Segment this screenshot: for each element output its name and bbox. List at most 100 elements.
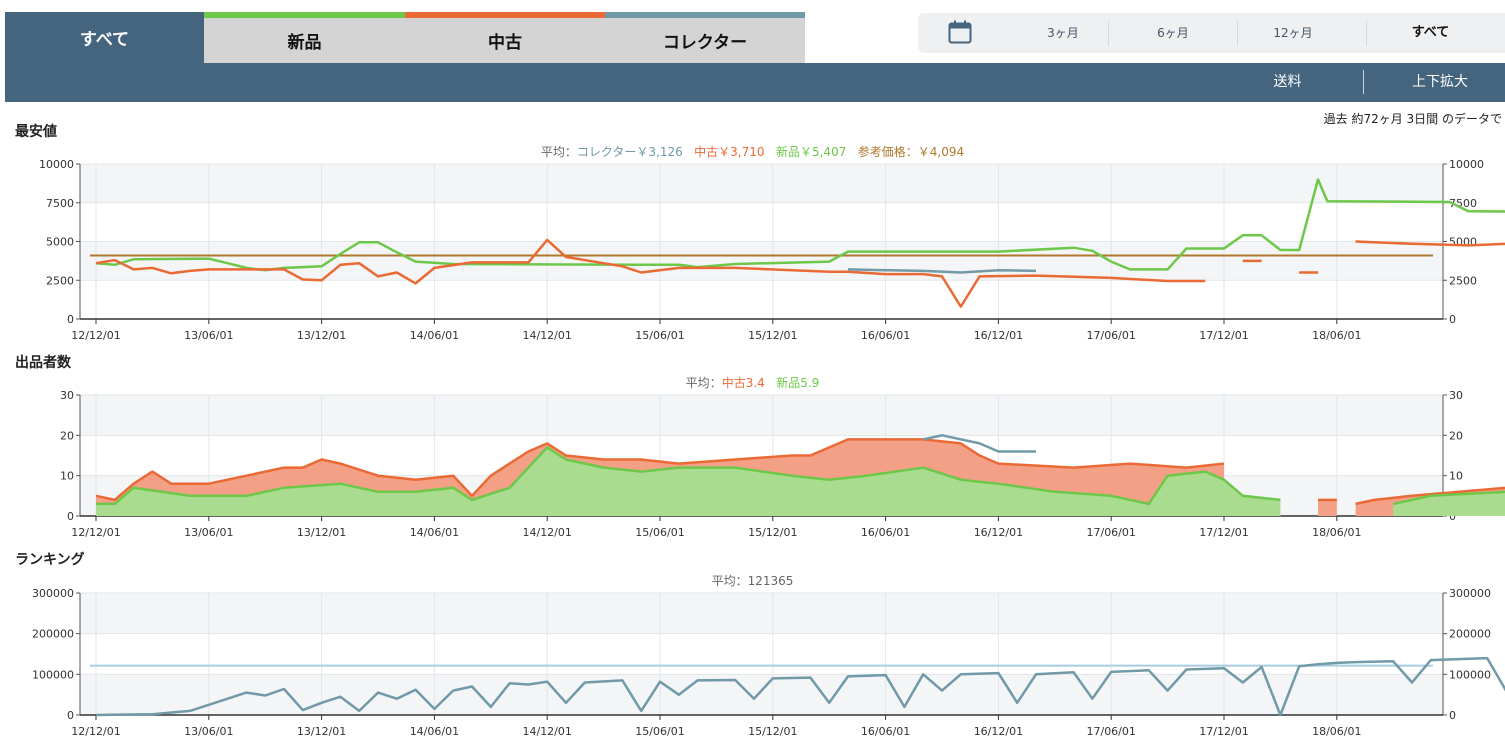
range-6-months[interactable]: 6ヶ月 xyxy=(1157,26,1189,40)
y-tick-label-left: 20 xyxy=(60,429,74,442)
x-tick-label: 16/12/01 xyxy=(974,329,1023,342)
y-tick-label-left: 5000 xyxy=(46,236,74,249)
plot-band xyxy=(80,593,1443,634)
tab-used[interactable]: 中古 xyxy=(405,12,605,63)
price-averages: 平均：コレクター￥3,126 中古￥3,710 新品￥5,407 参考価格：￥4… xyxy=(0,143,1505,160)
y-tick-label-left: 2500 xyxy=(46,274,74,287)
range-3-months[interactable]: 3ヶ月 xyxy=(1047,26,1079,40)
tab-collector[interactable]: コレクター xyxy=(605,12,805,63)
plot-band xyxy=(80,241,1443,281)
range-divider xyxy=(1366,21,1367,46)
shipping-button[interactable]: 送料 xyxy=(1273,74,1302,90)
x-tick-label: 15/06/01 xyxy=(635,329,684,342)
x-tick-label: 14/12/01 xyxy=(522,725,571,738)
x-tick-label: 17/06/01 xyxy=(1086,725,1135,738)
y-tick-label-right: 0 xyxy=(1449,313,1456,326)
average-reference: 参考価格：￥4,094 xyxy=(857,145,965,159)
x-tick-label: 15/12/01 xyxy=(748,526,797,539)
y-tick-label-right: 0 xyxy=(1449,510,1456,523)
series-line-中古 xyxy=(95,238,1206,308)
average-collector: コレクター￥3,126 xyxy=(576,145,683,159)
y-tick-label-right: 300000 xyxy=(1449,587,1491,600)
range-divider xyxy=(1237,21,1238,46)
y-tick-label-right: 10000 xyxy=(1449,158,1484,171)
y-tick-label-right: 30 xyxy=(1449,389,1463,402)
average-ranking: 121365 xyxy=(747,574,794,588)
bar-divider xyxy=(1363,70,1364,94)
y-tick-label-right: 5000 xyxy=(1449,236,1477,249)
series-area-中古 xyxy=(1318,499,1337,516)
y-tick-label-left: 300000 xyxy=(32,587,74,600)
x-tick-label: 14/06/01 xyxy=(410,526,459,539)
x-tick-label: 17/12/01 xyxy=(1199,526,1248,539)
y-tick-label-left: 7500 xyxy=(46,197,74,210)
y-tick-label-left: 0 xyxy=(67,709,74,722)
y-tick-label-left: 30 xyxy=(60,389,74,402)
y-tick-label-left: 10000 xyxy=(39,158,74,171)
average-new: 新品5.9 xyxy=(776,376,820,390)
x-tick-label: 15/06/01 xyxy=(635,725,684,738)
y-tick-label-right: 2500 xyxy=(1449,274,1477,287)
ranking-averages: 平均：121365 xyxy=(0,572,1505,589)
x-tick-label: 16/06/01 xyxy=(861,526,910,539)
x-tick-label: 15/06/01 xyxy=(635,526,684,539)
x-tick-label: 16/12/01 xyxy=(974,526,1023,539)
x-tick-label: 13/06/01 xyxy=(184,329,233,342)
average-used: 中古￥3,710 xyxy=(694,145,765,159)
x-tick-label: 14/06/01 xyxy=(410,329,459,342)
calendar-icon[interactable] xyxy=(948,20,972,48)
x-tick-label: 16/12/01 xyxy=(974,725,1023,738)
y-tick-label-left: 200000 xyxy=(32,628,74,641)
series-line-新品 xyxy=(95,178,1505,272)
series-line-新品 xyxy=(96,446,1281,506)
sellers-averages: 平均：中古3.4 新品5.9 xyxy=(0,374,1505,391)
x-tick-label: 17/06/01 xyxy=(1086,329,1135,342)
x-tick-label: 13/12/01 xyxy=(297,329,346,342)
series-line-コレクター xyxy=(922,434,1036,453)
plot-band xyxy=(80,395,1443,436)
range-12-months[interactable]: 12ヶ月 xyxy=(1273,26,1313,40)
x-tick-label: 15/12/01 xyxy=(748,329,797,342)
seller-type-tabs: すべて 新品 中古 コレクター xyxy=(5,12,805,63)
x-tick-label: 12/12/01 xyxy=(71,725,120,738)
x-tick-label: 15/12/01 xyxy=(748,725,797,738)
period-text: 過去 約72ヶ月 3日間 のデータで xyxy=(1323,112,1502,126)
x-tick-label: 17/06/01 xyxy=(1086,526,1135,539)
x-tick-label: 14/06/01 xyxy=(410,725,459,738)
y-tick-label-right: 0 xyxy=(1449,709,1456,722)
series-line-ランキング xyxy=(95,656,1505,717)
x-tick-label: 16/06/01 xyxy=(861,725,910,738)
x-tick-label: 12/12/01 xyxy=(71,329,120,342)
x-tick-label: 18/06/01 xyxy=(1312,725,1361,738)
x-tick-label: 18/06/01 xyxy=(1312,526,1361,539)
x-tick-label: 17/12/01 xyxy=(1199,725,1248,738)
average-new: 新品￥5,407 xyxy=(775,145,847,159)
series-area-新品 xyxy=(96,447,1281,516)
range-selector: 3ヶ月 6ヶ月 12ヶ月 すべて xyxy=(918,13,1505,53)
average-prefix: 平均： xyxy=(685,376,722,390)
x-tick-label: 14/12/01 xyxy=(522,329,571,342)
ranking-chart: 300000 300000 200000 200000 100000 100000 0 0 12… xyxy=(32,587,1505,738)
y-tick-label-left: 0 xyxy=(67,313,74,326)
x-tick-label: 13/12/01 xyxy=(297,725,346,738)
x-tick-label: 13/06/01 xyxy=(184,526,233,539)
options-bar: 送料 上下拡大 xyxy=(5,63,1505,102)
sellers-chart-title: 出品者数 xyxy=(15,355,71,371)
x-tick-label: 18/06/01 xyxy=(1312,329,1361,342)
tab-all[interactable]: すべて xyxy=(5,12,204,63)
range-divider xyxy=(1108,21,1109,46)
x-tick-label: 17/12/01 xyxy=(1199,329,1248,342)
x-tick-label: 13/12/01 xyxy=(297,526,346,539)
x-tick-label: 12/12/01 xyxy=(71,526,120,539)
x-tick-label: 16/06/01 xyxy=(861,329,910,342)
y-tick-label-left: 0 xyxy=(67,510,74,523)
y-tick-label-right: 100000 xyxy=(1449,668,1491,681)
series-line-コレクター xyxy=(847,268,1037,274)
tab-new[interactable]: 新品 xyxy=(204,12,405,63)
sellers-chart: 30 30 20 20 10 10 0 0 12/12/01 13/06/01 13/12/01 14… xyxy=(60,389,1505,539)
series-area-新品 xyxy=(1393,491,1505,516)
range-all[interactable]: すべて xyxy=(1411,25,1450,40)
vertical-zoom-button[interactable]: 上下拡大 xyxy=(1412,74,1468,90)
